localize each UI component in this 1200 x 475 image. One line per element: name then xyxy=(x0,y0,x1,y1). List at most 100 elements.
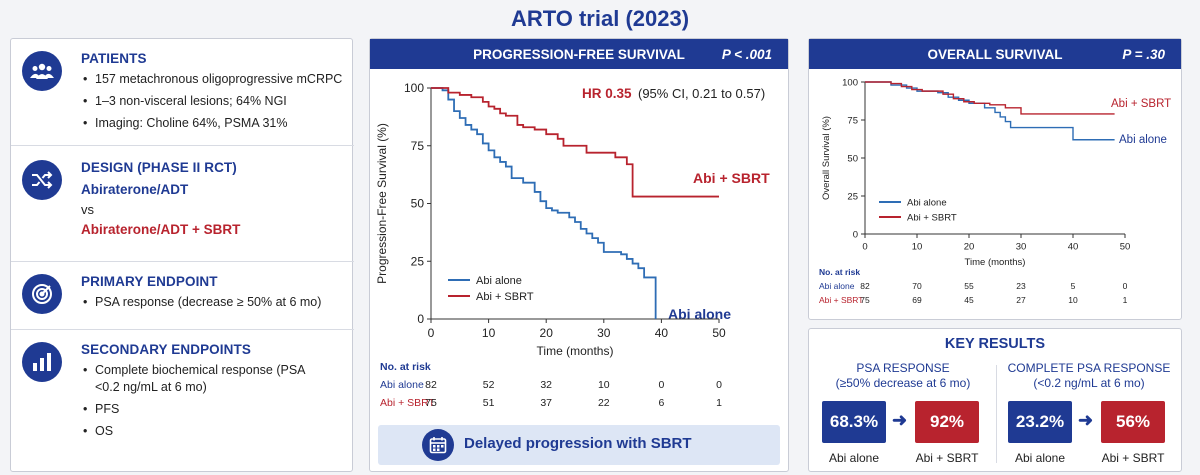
design-heading: DESIGN (PHASE II RCT) xyxy=(81,160,237,175)
pfs-risk-label-alone: Abi alone xyxy=(380,379,424,391)
secondary-endpoint-bullet: Complete biochemical response (PSA <0.2 … xyxy=(81,362,311,396)
key-results-panel: KEY RESULTS PSA RESPONSE (≥50% decrease … xyxy=(808,328,1182,472)
at-risk-count: 6 xyxy=(658,397,664,409)
calendar-icon xyxy=(422,429,454,461)
primary-endpoint-section: PRIMARY ENDPOINT PSA response (decrease … xyxy=(11,261,354,329)
y-axis-label: Progression-Free Survival (%) xyxy=(375,123,389,284)
x-tick-label: 40 xyxy=(655,326,669,340)
y-tick-label: 50 xyxy=(411,197,425,211)
arrow-right-icon: ➜ xyxy=(892,410,908,430)
psa-response-sbrt-value: 92% xyxy=(915,401,979,443)
pfs-panel: PROGRESSION-FREE SURVIVAL P < .001 HR 0.… xyxy=(369,38,789,472)
patients-bullet: 157 metachronous oligoprogressive mCRPC xyxy=(81,71,348,88)
km-curve-abi-alone xyxy=(865,81,1115,141)
pfs-header: PROGRESSION-FREE SURVIVAL P < .001 xyxy=(370,39,788,69)
y-tick-label: 0 xyxy=(417,312,424,326)
pfs-header-title: PROGRESSION-FREE SURVIVAL xyxy=(473,47,685,62)
complete-psa-subheading: (<0.2 ng/mL at 6 mo) xyxy=(1033,376,1145,390)
at-risk-count: 82 xyxy=(860,281,870,291)
design-section: DESIGN (PHASE II RCT) Abiraterone/ADT vs… xyxy=(11,145,354,261)
complete-psa-response-block: COMPLETE PSA RESPONSE (<0.2 ng/mL at 6 m… xyxy=(999,361,1179,465)
os-label-sbrt: Abi + SBRT xyxy=(1111,98,1171,110)
bar-chart-icon xyxy=(22,342,62,382)
y-axis-label: Overall Survival (%) xyxy=(821,116,832,200)
at-risk-count: 0 xyxy=(1123,281,1128,291)
os-label-alone: Abi alone xyxy=(1119,134,1167,146)
key-results-title: KEY RESULTS xyxy=(944,336,1046,352)
patients-bullet: Imaging: Choline 64%, PSMA 31% xyxy=(81,115,348,132)
secondary-endpoints-section: SECONDARY ENDPOINTS Complete biochemical… xyxy=(11,329,354,472)
pfs-hr-ci: (95% CI, 0.21 to 0.57) xyxy=(638,86,765,101)
psa-response-alone-value: 68.3% xyxy=(822,401,886,443)
secondary-endpoint-bullet: OS xyxy=(81,423,348,440)
secondary-endpoints-heading: SECONDARY ENDPOINTS xyxy=(81,342,251,357)
os-risk-label-sbrt: Abi + SBRT xyxy=(819,295,864,305)
page-title: ARTO trial (2023) xyxy=(510,6,690,31)
y-tick-label: 0 xyxy=(853,229,858,240)
at-risk-count: 27 xyxy=(1016,295,1026,305)
at-risk-count: 1 xyxy=(716,397,722,409)
psa-response-block: PSA RESPONSE (≥50% decrease at 6 mo) 68.… xyxy=(813,361,993,465)
patients-section: PATIENTS 157 metachronous oligoprogressi… xyxy=(11,39,354,145)
at-risk-count: 0 xyxy=(658,379,664,391)
x-tick-label: 20 xyxy=(964,242,975,253)
x-tick-label: 0 xyxy=(428,326,435,340)
study-summary-panel: PATIENTS 157 metachronous oligoprogressi… xyxy=(10,38,354,472)
psa-response-subheading: (≥50% decrease at 6 mo) xyxy=(835,376,971,390)
patients-heading: PATIENTS xyxy=(81,51,147,66)
secondary-endpoint-bullet: PFS xyxy=(81,401,348,418)
primary-endpoint-heading: PRIMARY ENDPOINT xyxy=(81,274,218,289)
x-tick-label: 30 xyxy=(597,326,611,340)
at-risk-count: 23 xyxy=(1016,281,1026,291)
pfs-risk-label-sbrt: Abi + SBRT xyxy=(380,397,436,409)
at-risk-count: 10 xyxy=(598,379,610,391)
at-risk-count: 1 xyxy=(1123,295,1128,305)
y-tick-label: 25 xyxy=(411,254,425,268)
complete-psa-heading: COMPLETE PSA RESPONSE xyxy=(1007,361,1171,375)
km-curve-abi-sbrt xyxy=(865,81,1115,115)
y-tick-label: 100 xyxy=(842,77,858,88)
x-tick-label: 40 xyxy=(1068,242,1079,253)
y-tick-label: 75 xyxy=(847,115,858,126)
x-tick-label: 50 xyxy=(712,326,726,340)
shuffle-icon xyxy=(22,160,62,200)
design-arm-control: Abiraterone/ADT xyxy=(81,182,189,197)
os-risk-label-alone: Abi alone xyxy=(819,281,855,291)
legend-entry: Abi alone xyxy=(476,275,522,287)
at-risk-count: 82 xyxy=(425,379,437,391)
psa-response-heading: PSA RESPONSE xyxy=(856,361,950,375)
complete-psa-sbrt-label: Abi + SBRT xyxy=(1101,451,1165,465)
os-header-title: OVERALL SURVIVAL xyxy=(927,47,1063,62)
at-risk-count: 22 xyxy=(598,397,610,409)
os-header: OVERALL SURVIVAL P = .30 xyxy=(809,39,1181,69)
x-tick-label: 20 xyxy=(540,326,554,340)
x-tick-label: 10 xyxy=(482,326,496,340)
at-risk-count: 32 xyxy=(540,379,552,391)
at-risk-count: 69 xyxy=(912,295,922,305)
design-vs: vs xyxy=(81,202,94,217)
km-curve-abi-alone xyxy=(431,87,657,319)
legend-entry: Abi alone xyxy=(907,197,947,208)
at-risk-count: 5 xyxy=(1071,281,1076,291)
legend-entry: Abi + SBRT xyxy=(476,291,534,303)
pfs-chart: HR 0.35 (95% CI, 0.21 to 0.57) Abi + SBR… xyxy=(375,81,770,409)
at-risk-count: 51 xyxy=(483,397,495,409)
y-tick-label: 50 xyxy=(847,153,858,164)
os-pvalue: P = .30 xyxy=(1122,47,1165,62)
legend-entry: Abi + SBRT xyxy=(907,212,957,223)
pfs-label-sbrt: Abi + SBRT xyxy=(693,170,770,186)
at-risk-count: 55 xyxy=(964,281,974,291)
pfs-pvalue: P < .001 xyxy=(721,47,772,62)
x-tick-label: 0 xyxy=(862,242,867,253)
psa-response-sbrt-label: Abi + SBRT xyxy=(915,451,979,465)
key-results-divider xyxy=(996,365,997,463)
y-tick-label: 75 xyxy=(411,139,425,153)
os-chart: Abi + SBRT Abi alone No. at risk Abi alo… xyxy=(819,77,1171,305)
pfs-risk-title: No. at risk xyxy=(380,361,431,373)
patients-bullet: 1–3 non-visceral lesions; 64% NGI xyxy=(81,93,348,110)
y-tick-label: 25 xyxy=(847,191,858,202)
pfs-hr-value: HR 0.35 xyxy=(582,86,632,101)
at-risk-count: 10 xyxy=(1068,295,1078,305)
primary-endpoint-bullet: PSA response (decrease ≥ 50% at 6 mo) xyxy=(81,294,348,311)
complete-psa-alone-value: 23.2% xyxy=(1008,401,1072,443)
